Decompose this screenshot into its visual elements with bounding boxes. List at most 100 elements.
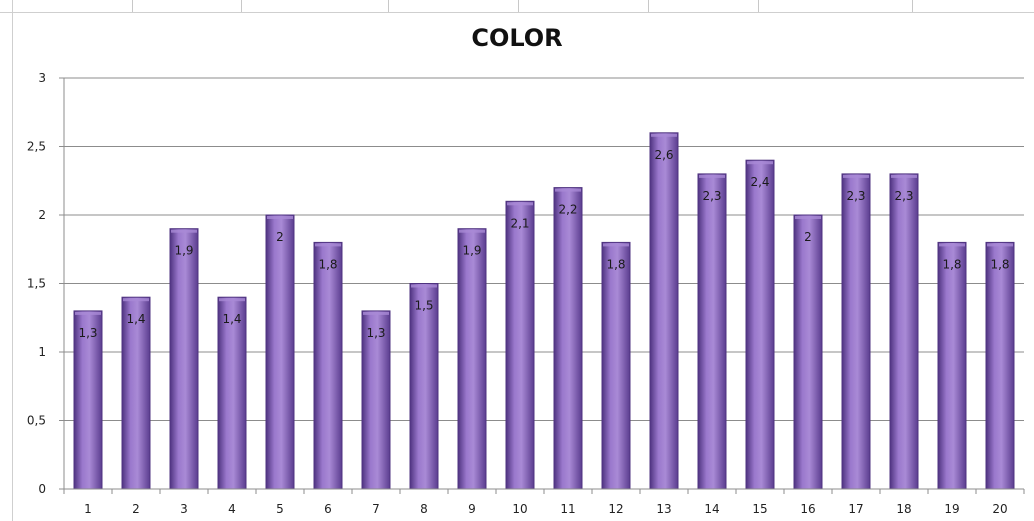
column-divider [132, 0, 133, 12]
bar-highlight [411, 284, 437, 288]
x-tick-label: 6 [324, 502, 332, 516]
data-labels: 1,3 1,4 1,9 1,4 2 1,8 1,3 1,5 1,9 2,1 2,2 1,8 2,6 2,3… [78, 148, 1009, 340]
bar-highlight [219, 298, 245, 302]
bar-highlight [363, 311, 389, 315]
bar-highlight [747, 161, 773, 165]
bar [457, 228, 487, 490]
bar-highlight [891, 174, 917, 178]
data-label: 2 [804, 230, 812, 244]
data-label: 1,8 [942, 257, 961, 271]
x-tick-label: 16 [800, 502, 815, 516]
x-tick-label: 19 [944, 502, 959, 516]
bar-highlight [315, 243, 341, 247]
chart-title: COLOR [471, 24, 563, 52]
data-label: 1,8 [990, 257, 1009, 271]
x-tick-label: 11 [560, 502, 575, 516]
column-divider [388, 0, 389, 12]
bar-highlight [171, 229, 197, 233]
bar [601, 241, 631, 490]
x-tick-label: 4 [228, 502, 236, 516]
bar-highlight [987, 243, 1013, 247]
bar-highlight [267, 216, 293, 219]
x-tick-label: 1 [84, 502, 92, 516]
x-tick-label: 14 [704, 502, 719, 516]
bar [937, 241, 967, 490]
bar-highlight [507, 202, 533, 206]
bar-highlight [603, 243, 629, 247]
bar [985, 241, 1015, 490]
data-label: 1,9 [174, 244, 193, 258]
worksheet-column-header [0, 0, 1034, 13]
data-label: 2,6 [654, 148, 673, 162]
data-label: 1,4 [126, 312, 145, 326]
axes: 00,511,522,531 2 3 4 5 6 7 8 9 10 11 12 13 14 15 16 17 18… [27, 71, 1025, 516]
gridlines [64, 77, 1024, 421]
bar [697, 173, 727, 490]
y-tick-label: 0,5 [27, 414, 46, 428]
x-tick-label: 12 [608, 502, 623, 516]
bar-highlight [843, 174, 869, 178]
data-label: 2,2 [558, 203, 577, 217]
bar [313, 241, 343, 490]
y-tick-label: 0 [38, 482, 46, 496]
bar [553, 187, 583, 490]
bar-highlight [459, 229, 485, 233]
bar [889, 173, 919, 490]
x-tick-label: 8 [420, 502, 428, 516]
bar [793, 214, 823, 490]
data-label: 1,8 [318, 257, 337, 271]
bar [649, 132, 679, 490]
data-label: 1,4 [222, 312, 241, 326]
data-label: 1,8 [606, 257, 625, 271]
x-tick-label: 18 [896, 502, 911, 516]
x-tick-label: 9 [468, 502, 476, 516]
data-label: 2,3 [846, 189, 865, 203]
x-tick-label: 17 [848, 502, 863, 516]
bar [73, 310, 103, 490]
data-label: 2,3 [894, 189, 913, 203]
bar-highlight [651, 133, 677, 137]
y-tick-label: 1 [38, 345, 46, 359]
data-label: 1,9 [462, 244, 481, 258]
bar-highlight [123, 298, 149, 302]
y-tick-label: 1,5 [27, 277, 46, 291]
bar [361, 310, 391, 490]
y-tick-label: 2 [38, 208, 46, 222]
x-tick-label: 7 [372, 502, 380, 516]
data-label: 1,3 [78, 326, 97, 340]
x-tick-label: 10 [512, 502, 527, 516]
bar-highlight [795, 216, 821, 219]
data-label: 2,1 [510, 216, 529, 230]
data-label: 1,3 [366, 326, 385, 340]
bar-highlight [555, 188, 581, 192]
x-tick-label: 15 [752, 502, 767, 516]
x-tick-label: 5 [276, 502, 284, 516]
x-tick-label: 20 [992, 502, 1007, 516]
bar [409, 283, 439, 490]
worksheet-row-header [0, 0, 13, 521]
y-tick-label: 2,5 [27, 140, 46, 154]
column-divider [648, 0, 649, 12]
bar [121, 296, 151, 490]
x-tick-label: 13 [656, 502, 671, 516]
bar-series [73, 132, 1015, 490]
bar-highlight [75, 311, 101, 315]
column-divider [912, 0, 913, 12]
column-divider [518, 0, 519, 12]
data-label: 2,4 [750, 175, 769, 189]
y-tick-label: 3 [38, 71, 46, 85]
data-label: 1,5 [414, 299, 433, 313]
x-tick-label: 2 [132, 502, 140, 516]
bar [265, 214, 295, 490]
column-divider [758, 0, 759, 12]
column-divider [241, 0, 242, 12]
bar [505, 200, 535, 490]
data-label: 2,3 [702, 189, 721, 203]
data-label: 2 [276, 230, 284, 244]
bar [745, 159, 775, 490]
bar [169, 228, 199, 490]
x-tick-label: 3 [180, 502, 188, 516]
bar-highlight [939, 243, 965, 247]
